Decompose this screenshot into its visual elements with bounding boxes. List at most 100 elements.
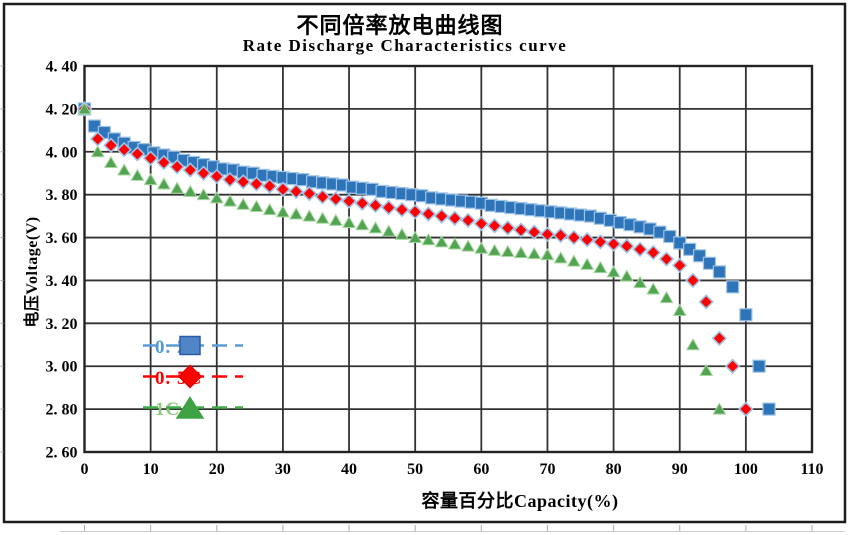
legend-triangle-glyph <box>175 396 205 419</box>
marker-0.5C <box>592 234 609 250</box>
x-tick-label: 20 <box>209 461 225 478</box>
marker-1C <box>527 246 542 260</box>
marker-1C <box>117 163 132 176</box>
marker-0.2C <box>752 359 766 373</box>
marker-0.5C <box>711 330 728 347</box>
x-tick-label: 0 <box>81 461 89 478</box>
marker-1C <box>130 168 145 181</box>
marker-1C <box>381 224 396 237</box>
marker-0.5C <box>447 210 463 226</box>
legend-marker-square-icon <box>143 335 243 356</box>
marker-0.2C <box>702 256 717 270</box>
marker-1C <box>447 237 462 250</box>
marker-1C <box>619 269 634 282</box>
legend-marker-diamond-icon <box>143 364 243 389</box>
marker-0.5C <box>698 294 714 310</box>
marker-0.5C <box>658 251 675 267</box>
marker-1C <box>222 194 238 207</box>
marker-1C <box>685 337 701 351</box>
marker-1C <box>646 282 661 295</box>
marker-1C <box>77 102 92 115</box>
y-tick-label: 4. 20 <box>46 101 78 118</box>
marker-0.5C <box>248 176 265 192</box>
y-tick-label: 2. 60 <box>46 445 78 462</box>
legend-diamond-glyph <box>177 364 203 389</box>
marker-0.5C <box>420 206 437 222</box>
frame-border <box>2 2 847 524</box>
marker-0.5C <box>341 193 357 209</box>
plot-border <box>83 64 814 454</box>
marker-0.5C <box>632 241 648 258</box>
legend-item-0-5c: 0. 5C <box>143 363 353 394</box>
marker-0.5C <box>222 171 238 188</box>
x-tick-label: 100 <box>734 461 758 478</box>
x-tick-label: 50 <box>407 461 423 478</box>
marker-1C <box>368 221 383 234</box>
marker-0.5C <box>195 165 212 181</box>
marker-1C <box>712 402 727 415</box>
marker-0.5C <box>156 154 172 171</box>
marker-0.5C <box>116 141 132 158</box>
marker-1C <box>474 241 489 254</box>
marker-1C <box>170 181 185 194</box>
marker-0.5C <box>500 220 516 236</box>
y-tick-label: 4. 40 <box>46 59 78 76</box>
marker-0.5C <box>473 215 490 232</box>
marker-1C <box>461 239 476 252</box>
marker-1C <box>315 211 330 224</box>
x-axis-title: 容量百分比Capacity(%) <box>421 491 619 511</box>
marker-0.5C <box>301 185 318 202</box>
marker-1C <box>659 290 674 304</box>
marker-0.5C <box>738 401 754 417</box>
marker-1C <box>553 251 568 264</box>
legend-item-0-2c: 0. 2C <box>143 332 353 363</box>
marker-1C <box>143 172 158 186</box>
x-tick-label: 80 <box>606 461 622 478</box>
marker-1C <box>275 205 290 218</box>
marker-0.5C <box>142 150 159 166</box>
marker-0.5C <box>605 236 622 252</box>
marker-1C <box>328 213 343 226</box>
marker-1C <box>540 247 555 261</box>
marker-1C <box>341 215 357 229</box>
legend-marker-triangle-icon <box>143 396 243 419</box>
marker-1C <box>566 254 581 267</box>
marker-0.2C <box>762 402 776 416</box>
marker-0.5C <box>513 222 529 238</box>
marker-1C <box>434 235 449 248</box>
marker-1C <box>699 363 714 377</box>
marker-1C <box>249 199 264 212</box>
marker-0.5C <box>314 189 331 205</box>
marker-1C <box>183 184 198 197</box>
marker-0.5C <box>407 204 423 220</box>
marker-1C <box>394 227 410 240</box>
legend: 0. 2C 0. 5C 1C <box>143 332 353 425</box>
marker-1C <box>262 202 277 216</box>
marker-0.5C <box>671 257 688 274</box>
marker-1C <box>672 303 687 316</box>
x-tick-label: 40 <box>341 461 357 478</box>
x-tick-label: 30 <box>275 461 291 478</box>
marker-0.2C <box>726 280 740 294</box>
marker-1C <box>606 265 621 278</box>
marker-0.5C <box>354 195 371 211</box>
marker-1C <box>209 191 224 204</box>
marker-0.5C <box>261 178 278 194</box>
marker-0.5C <box>579 231 595 248</box>
marker-0.2C <box>692 249 707 263</box>
marker-0.5C <box>526 224 542 240</box>
marker-0.5C <box>169 159 185 175</box>
chart-title-zh: 不同倍率放电曲线图 <box>296 13 504 38</box>
marker-0.5C <box>275 181 291 198</box>
marker-1C <box>355 217 370 231</box>
legend-label-1c: 1C <box>155 399 181 420</box>
marker-0.2C <box>712 265 727 279</box>
marker-1C <box>632 275 648 289</box>
marker-0.5C <box>724 358 741 374</box>
marker-0.5C <box>566 229 582 246</box>
marker-0.5C <box>129 146 146 162</box>
marker-1C <box>196 187 211 201</box>
y-axis-title: 电压Voltage(V) <box>24 216 41 328</box>
marker-0.5C <box>367 197 384 214</box>
